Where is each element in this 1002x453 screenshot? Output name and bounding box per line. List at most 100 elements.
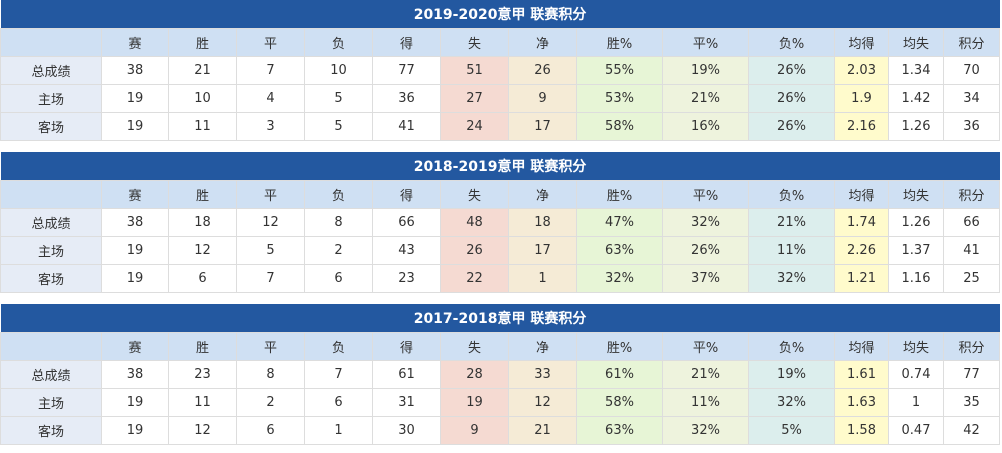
cell: 26% bbox=[748, 84, 835, 113]
cell: 21% bbox=[748, 208, 835, 237]
cell: 27 bbox=[440, 84, 509, 113]
table-row: 总成绩 38 18 12 8 66 48 18 47% 32% 21% 1.74 1.26 66 bbox=[0, 208, 1001, 237]
column-header: 均失 bbox=[888, 28, 944, 57]
cell: 19 bbox=[101, 416, 169, 445]
cell: 77 bbox=[942, 360, 1001, 389]
cell: 26% bbox=[662, 236, 749, 265]
cell: 19 bbox=[101, 236, 169, 265]
cell: 1 bbox=[888, 388, 944, 417]
row-label: 主场 bbox=[0, 388, 102, 417]
column-header: 负% bbox=[748, 332, 835, 361]
column-header: 均得 bbox=[834, 180, 889, 209]
cell: 5 bbox=[304, 112, 373, 141]
table-row: 客场 19 11 3 5 41 24 17 58% 16% 26% 2.16 1.26 36 bbox=[0, 112, 1001, 141]
cell: 30 bbox=[372, 416, 441, 445]
cell: 26% bbox=[748, 56, 835, 85]
cell: 2.03 bbox=[834, 56, 889, 85]
row-label: 主场 bbox=[0, 236, 102, 265]
cell: 19 bbox=[101, 84, 169, 113]
column-header bbox=[0, 180, 102, 209]
cell: 5 bbox=[236, 236, 305, 265]
cell: 48 bbox=[440, 208, 509, 237]
cell: 28 bbox=[440, 360, 509, 389]
column-header: 赛 bbox=[101, 28, 169, 57]
standings-table-0: 2019-2020意甲 联赛积分赛胜平负得失净胜% 平% 负% 均得 均失 积分 总成绩 38… bbox=[0, 0, 1001, 141]
cell: 19 bbox=[101, 388, 169, 417]
cell: 19 bbox=[101, 112, 169, 141]
column-header: 负% bbox=[748, 28, 835, 57]
cell: 77 bbox=[372, 56, 441, 85]
column-header: 失 bbox=[440, 332, 509, 361]
cell: 5 bbox=[304, 84, 373, 113]
cell: 70 bbox=[942, 56, 1001, 85]
cell: 1.21 bbox=[834, 264, 889, 293]
cell: 23 bbox=[372, 264, 441, 293]
cell: 11% bbox=[748, 236, 835, 265]
column-header: 胜% bbox=[576, 28, 663, 57]
column-header: 负% bbox=[748, 180, 835, 209]
cell: 1 bbox=[304, 416, 373, 445]
cell: 36 bbox=[942, 112, 1001, 141]
cell: 10 bbox=[304, 56, 373, 85]
cell: 0.74 bbox=[888, 360, 944, 389]
cell: 1 bbox=[508, 264, 577, 293]
column-header: 积分 bbox=[942, 180, 1001, 209]
row-label: 总成绩 bbox=[0, 208, 102, 237]
cell: 61% bbox=[576, 360, 663, 389]
cell: 66 bbox=[942, 208, 1001, 237]
cell: 61 bbox=[372, 360, 441, 389]
cell: 41 bbox=[942, 236, 1001, 265]
cell: 5% bbox=[748, 416, 835, 445]
cell: 1.26 bbox=[888, 208, 944, 237]
cell: 9 bbox=[440, 416, 509, 445]
cell: 8 bbox=[236, 360, 305, 389]
cell: 21% bbox=[662, 84, 749, 113]
cell: 1.63 bbox=[834, 388, 889, 417]
cell: 37% bbox=[662, 264, 749, 293]
row-label: 客场 bbox=[0, 416, 102, 445]
standings-table-2: 2017-2018意甲 联赛积分赛胜平负得失净胜% 平% 负% 均得 均失 积分 总成绩 38… bbox=[0, 304, 1001, 445]
row-label: 客场 bbox=[0, 112, 102, 141]
cell: 19 bbox=[440, 388, 509, 417]
cell: 10 bbox=[168, 84, 237, 113]
cell: 35 bbox=[942, 388, 1001, 417]
cell: 38 bbox=[101, 56, 169, 85]
table-row: 主场 19 11 2 6 31 19 12 58% 11% 32% 1.63 1 35 bbox=[0, 388, 1001, 417]
table-title: 2018-2019意甲 联赛积分 bbox=[0, 152, 1000, 181]
table-title: 2019-2020意甲 联赛积分 bbox=[0, 0, 1000, 29]
cell: 6 bbox=[236, 416, 305, 445]
cell: 11 bbox=[168, 112, 237, 141]
cell: 34 bbox=[942, 84, 1001, 113]
column-header: 失 bbox=[440, 28, 509, 57]
column-header: 均失 bbox=[888, 180, 944, 209]
cell: 38 bbox=[101, 360, 169, 389]
cell: 12 bbox=[168, 236, 237, 265]
column-header: 净 bbox=[508, 332, 577, 361]
column-header: 胜 bbox=[168, 332, 237, 361]
cell: 1.34 bbox=[888, 56, 944, 85]
cell: 25 bbox=[942, 264, 1001, 293]
column-header: 平 bbox=[236, 332, 305, 361]
cell: 18 bbox=[508, 208, 577, 237]
column-header: 均得 bbox=[834, 28, 889, 57]
cell: 41 bbox=[372, 112, 441, 141]
column-header: 胜% bbox=[576, 332, 663, 361]
column-header: 平% bbox=[662, 28, 749, 57]
column-header: 平 bbox=[236, 180, 305, 209]
cell: 32% bbox=[662, 208, 749, 237]
cell: 22 bbox=[440, 264, 509, 293]
column-header: 赛 bbox=[101, 332, 169, 361]
cell: 3 bbox=[236, 112, 305, 141]
cell: 17 bbox=[508, 236, 577, 265]
cell: 2.16 bbox=[834, 112, 889, 141]
cell: 16% bbox=[662, 112, 749, 141]
table-row: 总成绩 38 23 8 7 61 28 33 61% 21% 19% 1.61 0.74 77 bbox=[0, 360, 1001, 389]
table-row: 主场 19 10 4 5 36 27 9 53% 21% 26% 1.9 1.42 34 bbox=[0, 84, 1001, 113]
cell: 21 bbox=[168, 56, 237, 85]
column-header: 得 bbox=[372, 332, 441, 361]
cell: 33 bbox=[508, 360, 577, 389]
cell: 17 bbox=[508, 112, 577, 141]
row-label: 主场 bbox=[0, 84, 102, 113]
cell: 6 bbox=[304, 388, 373, 417]
column-header: 积分 bbox=[942, 28, 1001, 57]
